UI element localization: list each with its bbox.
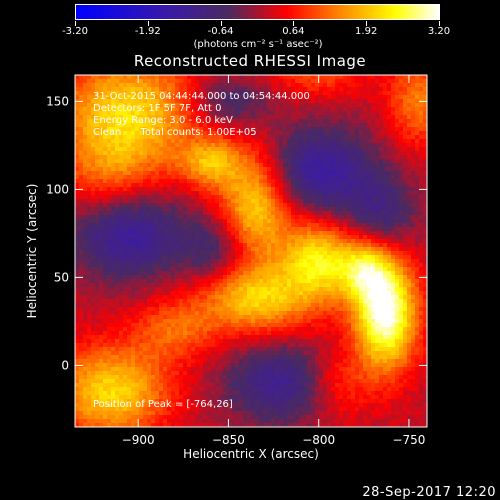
colorbar-tick-label: -3.20 [62, 26, 88, 37]
footer-timestamp: 28-Sep-2017 12:20 [362, 485, 496, 500]
peak-position-label: Position of Peak = [-764,26] [93, 399, 233, 410]
y-tick-label: 0 [61, 358, 69, 372]
info-line-detectors: Detectors: 1F 5F 7F, Att 0 [93, 103, 221, 114]
colorbar-units: (photons cm⁻² s⁻¹ asec⁻²) [193, 39, 323, 50]
colorbar-tick-label: 1.92 [355, 26, 378, 37]
info-line-energy: Energy Range: 3.0 - 6.0 keV [93, 115, 233, 126]
x-tick-label: −850 [212, 433, 245, 447]
x-tick-label: −900 [122, 433, 155, 447]
x-tick-label: −750 [392, 433, 425, 447]
info-line-clean: Clean Total counts: 1.00E+05 [93, 127, 257, 138]
colorbar-tick-label: 0.64 [282, 26, 305, 37]
y-axis-label: Heliocentric Y (arcsec) [25, 184, 39, 319]
colorbar-tick-label: -1.92 [134, 26, 161, 37]
colorbar [75, 4, 440, 20]
y-axis-ticks: 0 50 100 150 [46, 94, 427, 372]
colorbar-tick [75, 21, 76, 26]
heatmap-image [75, 75, 427, 427]
chart-title: Reconstructed RHESSI Image [133, 52, 367, 70]
x-axis-ticks: −900 −850 −800 −750 [122, 75, 425, 447]
x-tick-label: −800 [302, 433, 335, 447]
y-tick-label: 50 [54, 270, 69, 284]
colorbar-tick-label: -0.64 [207, 26, 234, 37]
colorbar-tick [293, 21, 295, 26]
info-block: 31-Oct-2015 04:44:44.000 to 04:54:44.000… [93, 91, 310, 138]
colorbar-tick-label: 3.20 [427, 26, 451, 37]
colorbar-tick [220, 21, 222, 26]
colorbar-tick [439, 21, 440, 26]
y-tick-label: 100 [46, 182, 69, 196]
colorbar-tick [147, 21, 149, 26]
x-axis-label: Heliocentric X (arcsec) [183, 447, 319, 461]
y-tick-label: 150 [46, 94, 69, 108]
colorbar-tick [366, 21, 368, 26]
info-line-time: 31-Oct-2015 04:44:44.000 to 04:54:44.000 [93, 91, 310, 102]
plot-frame [74, 74, 428, 428]
